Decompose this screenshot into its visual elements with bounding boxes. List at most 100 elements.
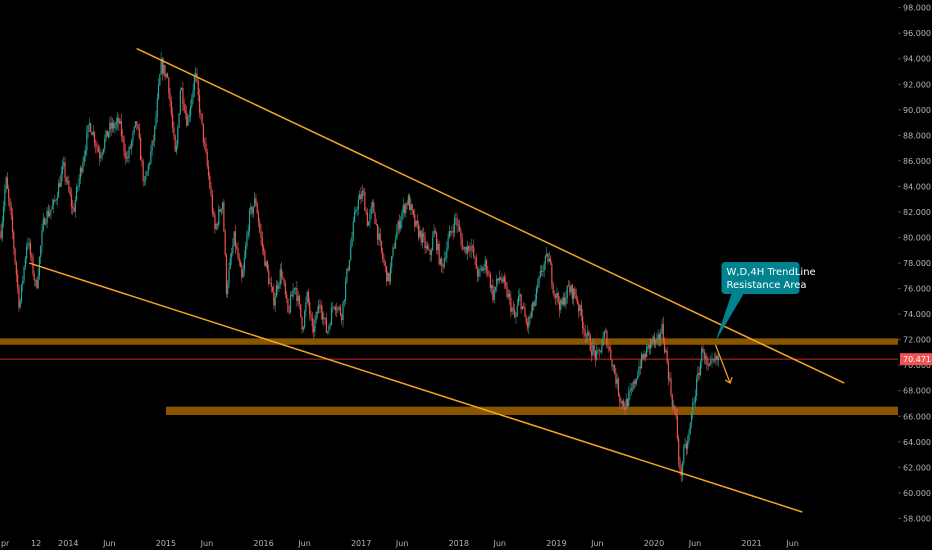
candle-body	[576, 299, 579, 304]
candle-body	[186, 113, 188, 126]
candle-body	[424, 236, 426, 249]
candle-body	[385, 266, 388, 282]
candle-body	[47, 210, 49, 217]
candle-body	[128, 147, 130, 159]
candle-body	[100, 155, 102, 159]
candle-body	[321, 313, 324, 320]
candle-body	[441, 258, 443, 266]
candle-body	[716, 355, 718, 361]
x-tick-label: 2020	[644, 539, 664, 548]
candle-body	[626, 398, 629, 407]
x-tick-label: Jun	[785, 539, 799, 548]
candle-body	[14, 248, 16, 263]
candle-body	[631, 388, 634, 389]
candle-body	[582, 316, 584, 329]
candle-body	[2, 206, 5, 222]
candle-body	[207, 165, 210, 176]
candle-body	[699, 361, 702, 376]
candle-body	[649, 340, 652, 349]
candle-body	[672, 405, 675, 407]
candle-body	[391, 256, 393, 267]
candle-body	[497, 278, 499, 281]
candle-body	[687, 441, 689, 449]
y-tick-label: 68.000	[903, 387, 931, 396]
candle-body	[155, 117, 157, 127]
candle-body	[570, 285, 572, 293]
candle-body	[416, 220, 418, 225]
candle-body	[343, 299, 345, 302]
candle-body	[72, 206, 74, 208]
candle-body	[608, 347, 611, 350]
candle-body	[532, 302, 534, 311]
candle-body	[377, 224, 379, 240]
callout-text-line-2: Resistance Area	[726, 280, 806, 291]
candle-body	[279, 269, 281, 284]
candle-body	[4, 190, 6, 207]
candle-body	[336, 310, 338, 311]
candle-body	[652, 336, 654, 341]
candle-body	[565, 297, 567, 305]
candle-body	[448, 230, 450, 239]
candle-body	[601, 345, 603, 353]
candle-body	[561, 299, 563, 305]
candle-body	[13, 232, 15, 249]
candle-body	[443, 258, 445, 267]
candle-body	[164, 64, 166, 77]
candle-body	[291, 295, 293, 297]
candle-body	[711, 359, 713, 361]
candle-body	[296, 287, 298, 302]
candle-body	[526, 322, 529, 328]
candle-body	[360, 194, 362, 199]
candle-body	[278, 283, 280, 289]
candle-body	[439, 258, 441, 265]
candles-layer	[0, 51, 719, 483]
candle-body	[277, 285, 279, 289]
candle-body	[236, 246, 238, 249]
candle-body	[394, 239, 397, 249]
candle-body	[309, 301, 311, 314]
candle-body	[694, 395, 696, 402]
candle-body	[140, 138, 142, 161]
y-tick-label: 82.000	[903, 208, 931, 217]
candle-body	[447, 238, 449, 249]
candle-body	[118, 118, 120, 124]
candle-body	[105, 130, 107, 139]
candle-body	[462, 249, 465, 250]
candle-body	[10, 206, 12, 216]
candle-body	[475, 257, 477, 269]
candle-body	[90, 123, 92, 132]
candle-body	[197, 81, 199, 96]
candle-body	[305, 302, 307, 312]
candle-body	[169, 94, 171, 102]
candle-body	[150, 151, 152, 164]
candle-body	[599, 350, 602, 353]
candle-body	[530, 310, 532, 318]
candle-body	[702, 348, 704, 353]
candle-body	[670, 378, 672, 396]
candle-body	[487, 270, 489, 275]
zones-layer	[0, 338, 898, 415]
candle-body	[15, 262, 17, 276]
candle-body	[483, 266, 485, 271]
candle-body	[469, 249, 471, 251]
candle-body	[131, 140, 133, 149]
candle-body	[287, 298, 289, 312]
candle-body	[715, 355, 717, 361]
candle-body	[134, 121, 137, 127]
y-tick-label: 60.000	[903, 489, 931, 498]
candle-body	[102, 148, 105, 153]
y-tick-label: 94.000	[903, 55, 931, 64]
candle-body	[84, 150, 87, 156]
candle-body	[282, 277, 284, 279]
candle-body	[551, 264, 553, 285]
candle-body	[148, 163, 151, 165]
candle-body	[429, 249, 431, 255]
candle-body	[109, 122, 111, 133]
candle-body	[66, 180, 69, 182]
candle-body	[129, 147, 131, 149]
candle-body	[617, 378, 620, 396]
candle-body	[523, 306, 525, 308]
candle-body	[434, 230, 436, 233]
candle-body	[355, 210, 357, 212]
